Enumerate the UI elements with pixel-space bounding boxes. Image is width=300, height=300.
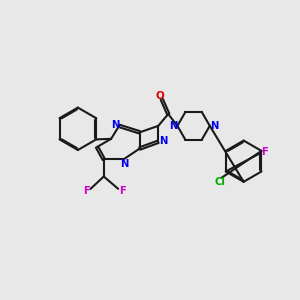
Text: N: N: [111, 120, 119, 130]
Text: N: N: [159, 136, 167, 146]
Text: O: O: [156, 91, 165, 100]
Text: F: F: [262, 147, 268, 157]
Text: Cl: Cl: [214, 177, 225, 187]
Text: N: N: [169, 121, 177, 131]
Text: N: N: [210, 121, 218, 131]
Text: F: F: [119, 186, 126, 196]
Text: F: F: [83, 186, 90, 196]
Text: N: N: [120, 158, 128, 169]
